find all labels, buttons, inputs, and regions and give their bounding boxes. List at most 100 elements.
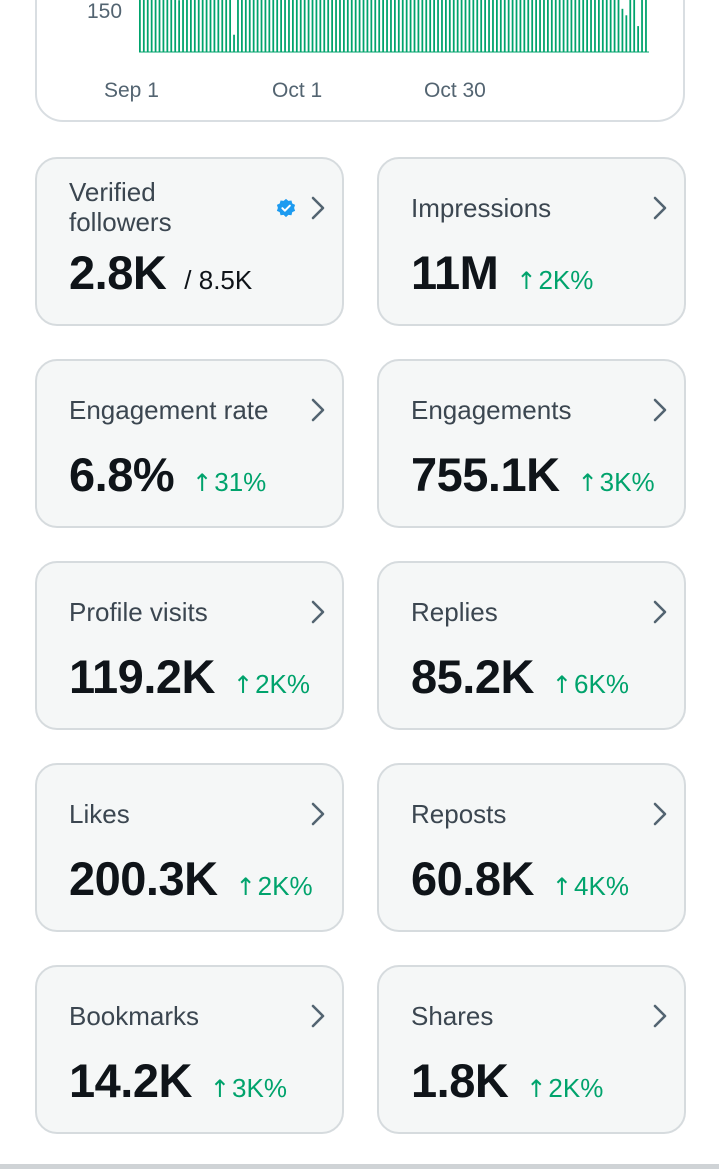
chart-bar: [346, 0, 349, 52]
metric-card-replies[interactable]: Replies 85.2K ↑ 6K%: [377, 561, 686, 730]
chevron-right-icon: [653, 600, 667, 624]
chart-bar: [323, 0, 326, 53]
metric-change: ↑ 31%: [192, 467, 267, 497]
chart-bar: [229, 0, 231, 52]
chevron-right-icon: [311, 398, 325, 422]
chart-bar: [641, 0, 643, 52]
chart-bar: [311, 0, 314, 53]
chart-bar: [464, 0, 467, 52]
chart-bar: [476, 0, 479, 52]
chart-bar: [527, 0, 530, 53]
metric-card-bookmarks[interactable]: Bookmarks 14.2K ↑ 3K%: [35, 965, 344, 1134]
chart-bar: [456, 0, 459, 53]
metric-card-verified-followers[interactable]: Verified followers 2.8K / 8.5K: [35, 157, 344, 326]
chart-bar: [437, 0, 439, 52]
metric-change: ↑ 2K%: [235, 871, 313, 901]
metric-change: ↑ 2K%: [232, 669, 310, 699]
chart-bar: [244, 0, 247, 53]
chart-bar: [519, 0, 522, 53]
metric-value: 14.2K: [69, 1054, 192, 1107]
chart-bar: [401, 0, 404, 52]
chart-bar: [582, 0, 585, 52]
metric-card-engagements[interactable]: Engagements 755.1K ↑ 3K%: [377, 359, 686, 528]
chart-bar: [146, 0, 149, 52]
chart-bar: [570, 0, 573, 53]
chart-bar: [413, 0, 416, 52]
metric-change: ↑ 3K%: [577, 467, 655, 497]
metric-value: 755.1K: [411, 448, 560, 501]
chart-bar: [578, 0, 581, 52]
chart-bar: [327, 0, 330, 52]
chart-bar: [272, 0, 275, 52]
chart-bar: [256, 0, 259, 52]
chart-bar: [586, 0, 588, 53]
metric-value: 60.8K: [411, 852, 534, 905]
metric-value: 200.3K: [69, 852, 218, 905]
chart-bar: [292, 0, 294, 53]
chart-bar: [543, 0, 545, 53]
up-arrow-icon: ↑: [516, 267, 537, 295]
chart-bar: [162, 0, 165, 52]
chart-bar: [386, 0, 388, 53]
chart-bar: [205, 0, 208, 52]
chart-bar: [523, 0, 526, 52]
metric-card-profile-visits[interactable]: Profile visits 119.2K ↑ 2K%: [35, 561, 344, 730]
chart-bar: [331, 0, 333, 52]
chart-bar: [276, 0, 279, 53]
metric-card-engagement-rate[interactable]: Engagement rate 6.8% ↑ 31%: [35, 359, 344, 528]
metric-card-likes[interactable]: Likes 200.3K ↑ 2K%: [35, 763, 344, 932]
chart-bar: [366, 0, 369, 53]
chart-bar: [441, 0, 443, 52]
chart-bar: [547, 0, 549, 52]
chart-bar: [613, 0, 616, 53]
chart-bar: [421, 0, 424, 52]
chart-bar: [358, 0, 361, 53]
metric-card-shares[interactable]: Shares 1.8K ↑ 2K%: [377, 965, 686, 1134]
chart-bar: [417, 0, 420, 52]
chart-bar: [339, 0, 341, 52]
chart-bar: [629, 0, 632, 52]
metric-label: Profile visits: [69, 597, 208, 627]
chart-bar: [511, 0, 514, 53]
chart-bar: [343, 0, 345, 53]
chart-bar: [252, 0, 255, 53]
chart-bar: [307, 0, 310, 53]
metric-change: ↑ 2K%: [516, 265, 594, 295]
x-tick-label: Oct 1: [272, 79, 322, 102]
impressions-bar-chart: 150 Sep 1 Oct 1 Oct 30: [87, 0, 649, 102]
up-arrow-icon: ↑: [526, 1075, 547, 1103]
chart-bar: [209, 0, 212, 52]
chart-bar: [370, 0, 373, 52]
chart-bar: [492, 0, 494, 52]
chart-bar: [633, 0, 636, 53]
chart-bar: [139, 0, 141, 52]
chevron-right-icon: [311, 802, 325, 826]
chevron-right-icon: [311, 1004, 325, 1028]
chart-bar: [280, 0, 282, 52]
chart-bar: [315, 0, 318, 52]
chart-bar: [507, 0, 510, 52]
metric-card-impressions[interactable]: Impressions 11M ↑ 2K%: [377, 157, 686, 326]
chart-bar: [382, 0, 384, 52]
chart-bar: [515, 0, 518, 53]
metric-value: 11M: [411, 246, 499, 299]
x-tick-label: Oct 30: [424, 79, 486, 102]
chart-bar: [182, 0, 184, 52]
metric-card-reposts[interactable]: Reposts 60.8K ↑ 4K%: [377, 763, 686, 932]
chart-bar: [535, 0, 537, 52]
chart-bar: [335, 0, 337, 52]
chart-bar: [554, 0, 557, 52]
chart-bar: [590, 0, 592, 52]
chart-bar: [609, 0, 612, 52]
chart-bar: [605, 0, 608, 52]
chart-bar: [190, 0, 192, 52]
chart-bar: [354, 0, 357, 53]
chart-bar: [452, 0, 455, 52]
metric-value: 119.2K: [69, 650, 215, 703]
chart-bar: [201, 0, 204, 52]
metric-value: 2.8K: [69, 246, 167, 299]
up-arrow-icon: ↑: [232, 671, 254, 699]
metric-label: Likes: [69, 799, 130, 829]
chart-bar: [197, 0, 200, 52]
chart-bar: [154, 0, 157, 52]
